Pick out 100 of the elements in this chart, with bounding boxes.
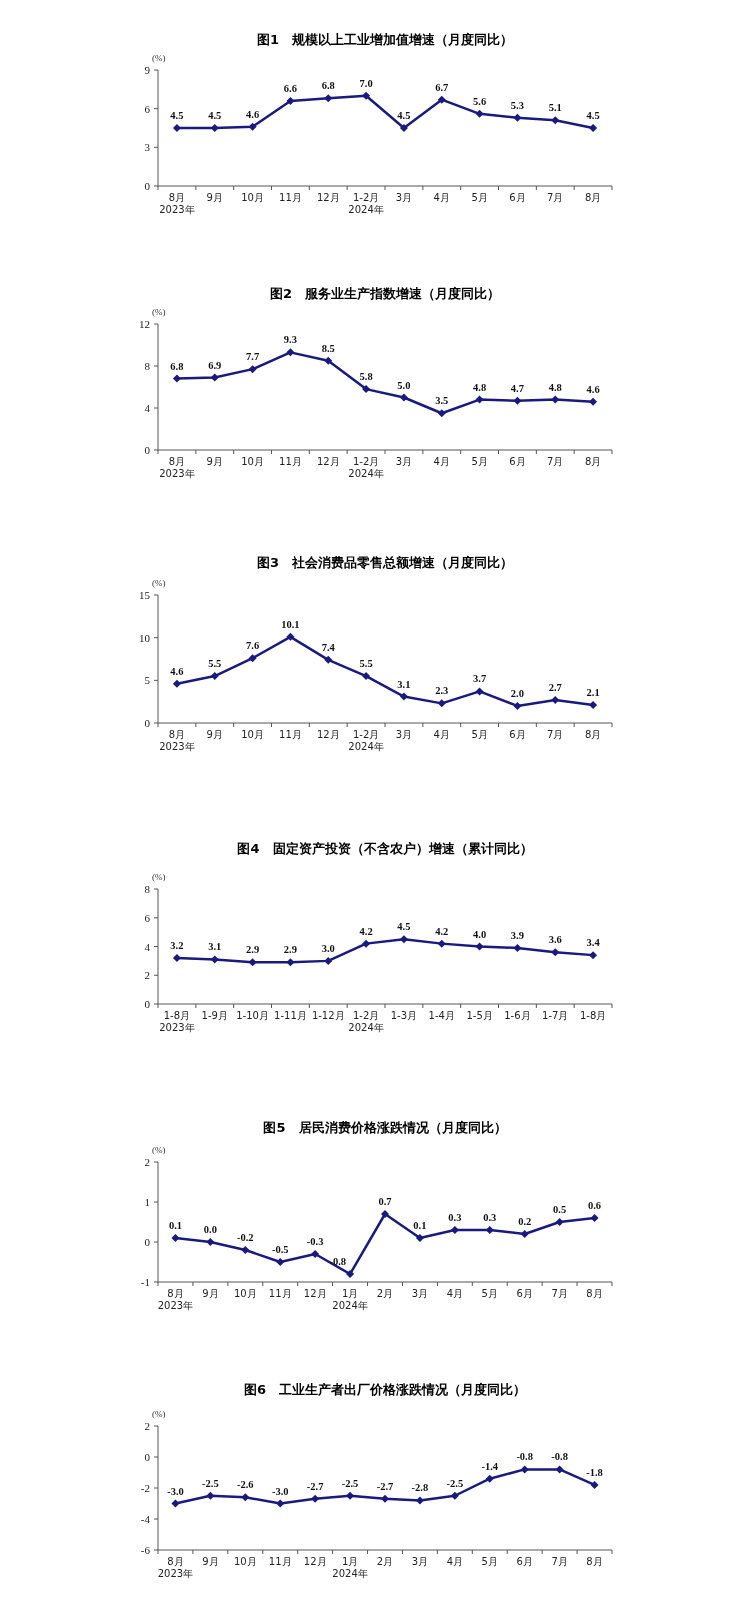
- point: [286, 958, 295, 967]
- x-tick-label: 1-2月 2024年: [348, 729, 384, 752]
- data-label: -2.6: [237, 1479, 254, 1491]
- x-tick-label: 8月: [586, 1556, 603, 1567]
- data-label: 0.3: [448, 1212, 462, 1223]
- y-tick-label: 0: [144, 717, 151, 729]
- data-label: -2.7: [376, 1480, 394, 1492]
- point: [485, 1474, 494, 1483]
- data-label: -2.5: [202, 1477, 219, 1489]
- point: [311, 1250, 320, 1258]
- point: [362, 385, 371, 394]
- y-tick-label: -6: [140, 1544, 151, 1556]
- point: [551, 116, 560, 125]
- point: [381, 1494, 389, 1503]
- x-tick-label: 4月: [446, 1556, 464, 1567]
- data-label: -2.8: [411, 1482, 429, 1494]
- point: [589, 124, 598, 132]
- point: [399, 935, 408, 944]
- data-label: 0.3: [483, 1212, 497, 1223]
- point: [172, 374, 181, 383]
- data-label: -0.8: [551, 1451, 568, 1463]
- x-tick-label: 3月: [411, 1288, 429, 1299]
- y-tick-label: 0: [144, 180, 151, 192]
- data-label: 4.5: [208, 110, 222, 121]
- data-label: -0.8: [329, 1256, 347, 1267]
- data-label: -0.3: [306, 1236, 324, 1247]
- y-tick-label: 8: [144, 883, 151, 895]
- data-label: 3.1: [208, 941, 222, 953]
- data-label: 2.1: [586, 687, 600, 699]
- y-tick-label: -1: [140, 1276, 150, 1288]
- x-tick-label: 1-11月: [274, 1010, 307, 1021]
- y-tick-label: -2: [140, 1482, 150, 1494]
- chart-title: 图5 居民消费价格涨跌情况（月度同比）: [263, 1120, 507, 1135]
- x-tick-label: 1-12月: [311, 1010, 345, 1021]
- x-tick-label: 3月: [395, 192, 413, 203]
- x-tick-label: 8月: [584, 456, 602, 467]
- y-tick-label: 15: [139, 589, 151, 601]
- x-tick-label: 1-7月: [542, 1010, 569, 1021]
- point: [171, 1499, 180, 1508]
- point: [450, 1491, 459, 1500]
- data-label: 7.4: [321, 641, 336, 653]
- y-axis-title: (%): [152, 578, 166, 588]
- point: [346, 1491, 355, 1500]
- x-tick-label: 11月: [268, 1288, 292, 1299]
- data-label: 3.4: [586, 937, 601, 949]
- x-tick-label: 9月: [206, 456, 223, 467]
- x-tick-label: 4月: [433, 192, 450, 203]
- x-tick-label: 9月: [202, 1288, 219, 1299]
- data-label: 6.9: [208, 359, 222, 371]
- point: [324, 655, 333, 664]
- data-label: 4.6: [170, 665, 184, 677]
- data-label: 4.2: [435, 925, 449, 937]
- data-label: 7.6: [246, 640, 260, 652]
- point: [590, 1214, 599, 1222]
- point: [437, 939, 446, 948]
- data-label: 5.3: [510, 99, 524, 111]
- data-label: -2.5: [446, 1477, 464, 1489]
- point: [589, 397, 598, 406]
- data-label: 3.6: [548, 934, 562, 946]
- chart-title: 图3 社会消费品零售总额增速（月度同比）: [256, 555, 514, 570]
- x-tick-label: 12月: [316, 192, 340, 203]
- point: [324, 956, 333, 965]
- x-tick-label: 5月: [471, 456, 488, 467]
- y-tick-label: 1: [144, 1196, 150, 1208]
- y-tick-label: 0: [144, 998, 151, 1010]
- point: [415, 1496, 424, 1505]
- x-tick-label: 8月 2023年: [157, 1556, 194, 1579]
- point: [241, 1246, 250, 1254]
- data-label: -3.0: [167, 1485, 184, 1497]
- data-label: 2.0: [510, 687, 524, 699]
- x-tick-label: 1-2月 2024年: [348, 192, 384, 215]
- x-tick-label: 4月: [433, 729, 450, 740]
- x-tick-label: 5月: [471, 192, 488, 203]
- x-tick-label: 1-6月: [504, 1010, 531, 1021]
- point: [248, 122, 257, 131]
- x-tick-label: 1-8月: [579, 1010, 607, 1021]
- point: [513, 113, 522, 122]
- data-label: 0.0: [203, 1224, 217, 1235]
- x-tick-label: 1-2月 2024年: [348, 456, 384, 479]
- point: [210, 124, 219, 132]
- x-tick-label: 2月: [376, 1556, 394, 1567]
- x-tick-label: 1-4月: [428, 1010, 455, 1021]
- data-label: 4.7: [510, 382, 524, 394]
- data-label: 5.5: [359, 658, 373, 670]
- point: [513, 701, 522, 710]
- data-label: 4.0: [473, 928, 487, 940]
- y-tick-label: 2: [144, 1156, 150, 1168]
- x-tick-label: 9月: [206, 729, 223, 740]
- point: [475, 687, 484, 696]
- x-tick-label: 7月: [547, 192, 564, 203]
- point: [520, 1230, 529, 1238]
- point: [589, 701, 598, 710]
- x-tick-label: 8月: [584, 729, 602, 740]
- x-tick-label: 5月: [481, 1288, 498, 1299]
- x-tick-label: 1-8月 2023年: [159, 1010, 195, 1033]
- x-tick-label: 3月: [411, 1556, 429, 1567]
- data-label: 5.6: [473, 95, 487, 107]
- data-label: 5.1: [548, 102, 562, 114]
- point: [324, 94, 333, 103]
- data-label: 6.7: [435, 81, 449, 93]
